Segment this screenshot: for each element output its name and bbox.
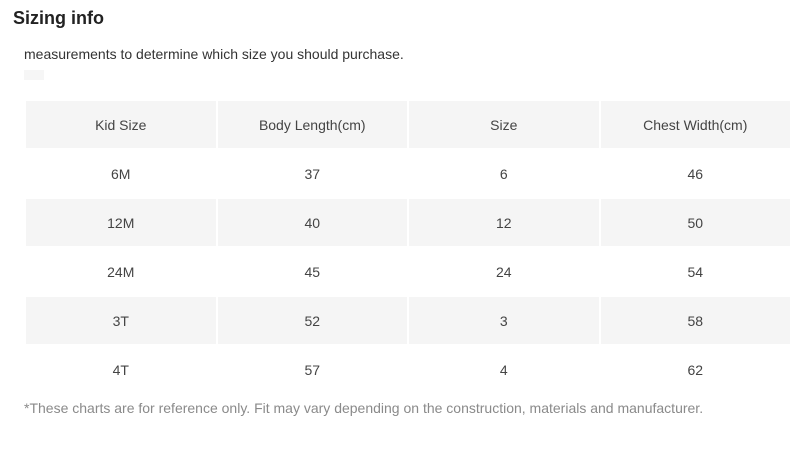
cell-body-length: 37 <box>217 150 407 197</box>
cell-kid-size: 4T <box>26 346 216 393</box>
cell-body-length: 45 <box>217 248 407 295</box>
reference-footnote: *These charts are for reference only. Fi… <box>24 400 704 416</box>
table-header-row: Kid Size Body Length(cm) Size Chest Widt… <box>26 101 790 148</box>
header-body-length: Body Length(cm) <box>217 101 407 148</box>
cell-body-length: 52 <box>217 297 407 344</box>
cell-size: 6 <box>409 150 599 197</box>
cell-size: 12 <box>409 199 599 246</box>
table-row: 3T 52 3 58 <box>26 297 790 344</box>
cell-kid-size: 24M <box>26 248 216 295</box>
cell-body-length: 40 <box>217 199 407 246</box>
cell-chest-width: 46 <box>600 150 790 197</box>
cell-body-length: 57 <box>217 346 407 393</box>
header-kid-size: Kid Size <box>26 101 216 148</box>
table-row: 6M 37 6 46 <box>26 150 790 197</box>
header-size: Size <box>409 101 599 148</box>
intro-text: measurements to determine which size you… <box>24 46 404 62</box>
table-row: 4T 57 4 62 <box>26 346 790 393</box>
cell-size: 4 <box>409 346 599 393</box>
table-row: 12M 40 12 50 <box>26 199 790 246</box>
cell-kid-size: 12M <box>26 199 216 246</box>
cell-chest-width: 54 <box>600 248 790 295</box>
cell-chest-width: 58 <box>600 297 790 344</box>
cell-kid-size: 6M <box>26 150 216 197</box>
section-title: Sizing info <box>13 8 104 28</box>
cell-size: 3 <box>409 297 599 344</box>
cell-chest-width: 50 <box>600 199 790 246</box>
cell-size: 24 <box>409 248 599 295</box>
size-chart-table: Kid Size Body Length(cm) Size Chest Widt… <box>24 99 792 395</box>
cell-kid-size: 3T <box>26 297 216 344</box>
faded-image-placeholder <box>24 70 44 80</box>
cell-chest-width: 62 <box>600 346 790 393</box>
header-chest-width: Chest Width(cm) <box>600 101 790 148</box>
table-row: 24M 45 24 54 <box>26 248 790 295</box>
